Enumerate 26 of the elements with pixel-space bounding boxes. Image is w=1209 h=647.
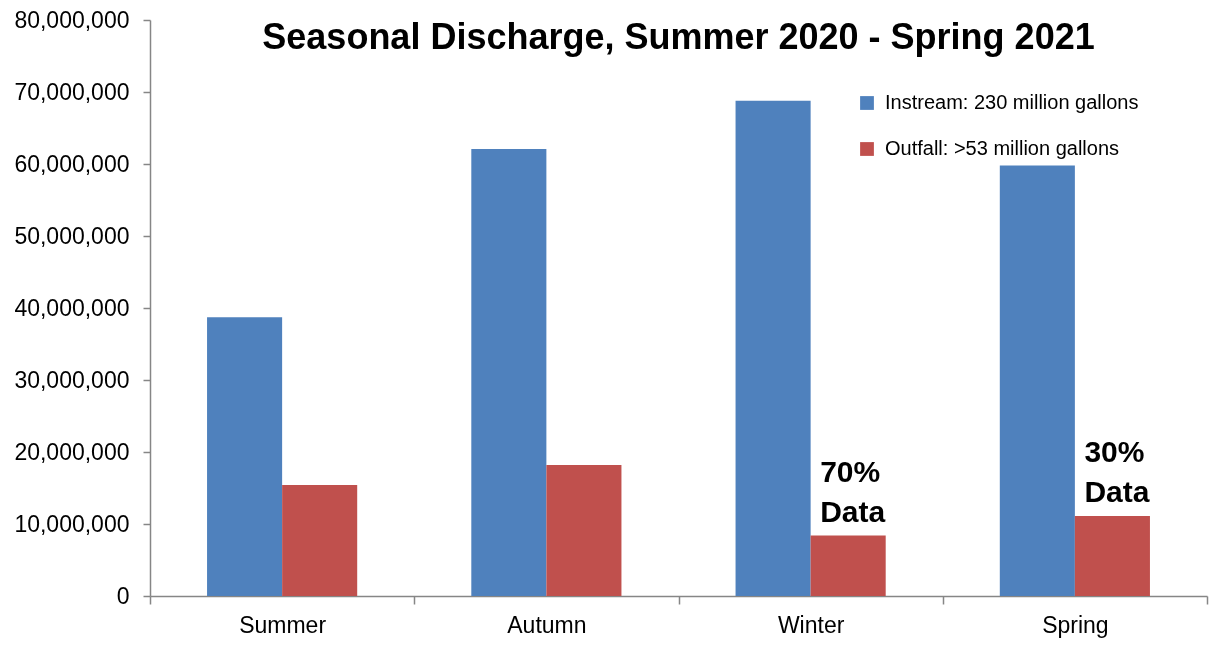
y-tick-label: 10,000,000	[14, 510, 130, 537]
bar	[546, 464, 622, 596]
y-tick-label: 60,000,000	[14, 150, 130, 177]
x-tick-label: Spring	[1042, 611, 1109, 638]
bar	[207, 317, 283, 596]
y-tick-label: 0	[116, 582, 130, 609]
bar	[1074, 516, 1150, 596]
y-tick-label: 20,000,000	[14, 438, 130, 465]
bar	[282, 485, 358, 596]
legend-label: Outfall: >53 million gallons	[885, 137, 1120, 159]
y-tick-label: 30,000,000	[14, 366, 130, 393]
legend-label: Instream: 230 million gallons	[885, 91, 1139, 113]
annotation: 70% Data	[820, 454, 886, 528]
bar	[471, 148, 547, 596]
y-tick-label: 50,000,000	[14, 222, 130, 249]
bar	[999, 165, 1075, 596]
bar	[735, 100, 811, 596]
x-tick-label: Summer	[239, 611, 327, 638]
y-tick-label: 70,000,000	[14, 78, 130, 105]
bar	[810, 535, 886, 596]
y-tick-label: 40,000,000	[14, 294, 130, 321]
x-tick-label: Autumn	[507, 611, 587, 638]
y-tick-label: 80,000,000	[14, 6, 130, 33]
x-tick-label: Winter	[777, 611, 845, 638]
chart-title: Seasonal Discharge, Summer 2020 - Spring 2021	[262, 16, 1095, 57]
annotation: 30% Data	[1084, 435, 1150, 509]
